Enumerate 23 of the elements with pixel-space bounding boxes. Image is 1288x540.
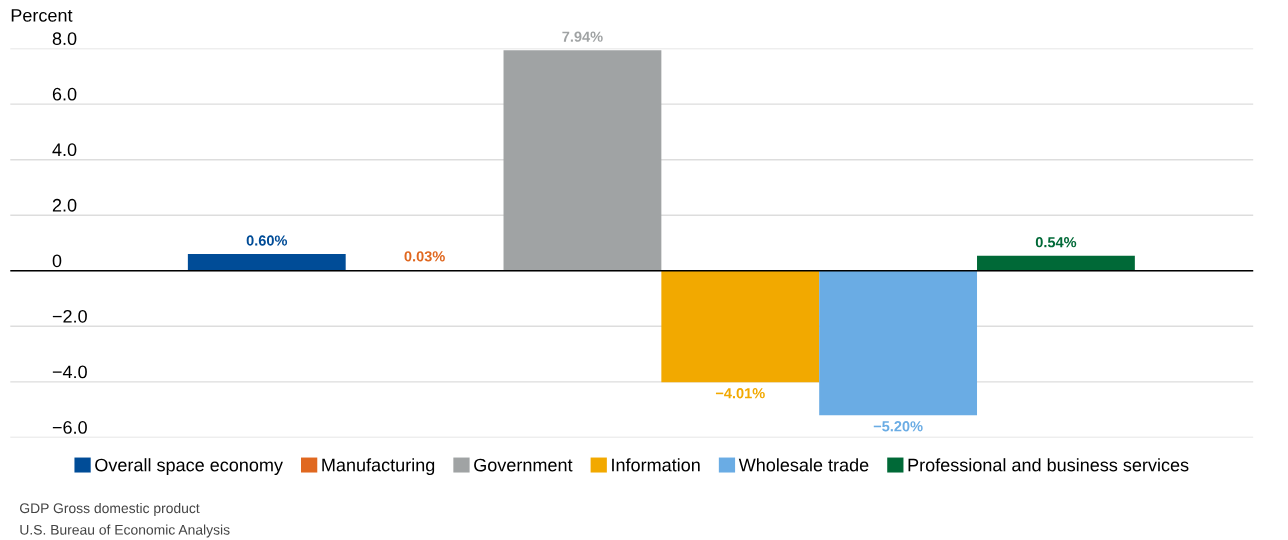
y-tick-label: 6.0	[52, 87, 77, 101]
y-tick-label: −4.0	[52, 365, 87, 379]
legend-label: Government	[474, 458, 573, 472]
y-tick-label: −2.0	[52, 309, 87, 323]
y-tick-label: 2.0	[52, 198, 77, 212]
data-label: 0.60%	[246, 235, 288, 246]
y-tick-label: −6.0	[52, 421, 87, 434]
text: U.S. Bureau of Economic Analysis	[20, 524, 230, 538]
data-label: −5.20%	[873, 421, 923, 432]
legend-label: Manufacturing	[322, 458, 435, 476]
y-axis-title: Percent	[11, 9, 73, 22]
data-label: 7.94%	[562, 31, 603, 42]
y-tick-label: 4.0	[52, 143, 77, 157]
legend-label: Overall space economy	[95, 458, 283, 476]
data-label: 0.54%	[1035, 237, 1077, 248]
legend-label: Wholesale trade	[738, 458, 869, 472]
text: GDP Gross domestic product	[20, 502, 200, 516]
data-label: 0.03%	[404, 251, 445, 262]
legend-label: Professional and business services	[908, 458, 1189, 472]
y-tick-label: 0	[52, 254, 62, 268]
data-label: −4.01%	[715, 388, 765, 399]
y-tick-label: 8.0	[52, 32, 77, 46]
legend-label: Information	[612, 458, 700, 472]
